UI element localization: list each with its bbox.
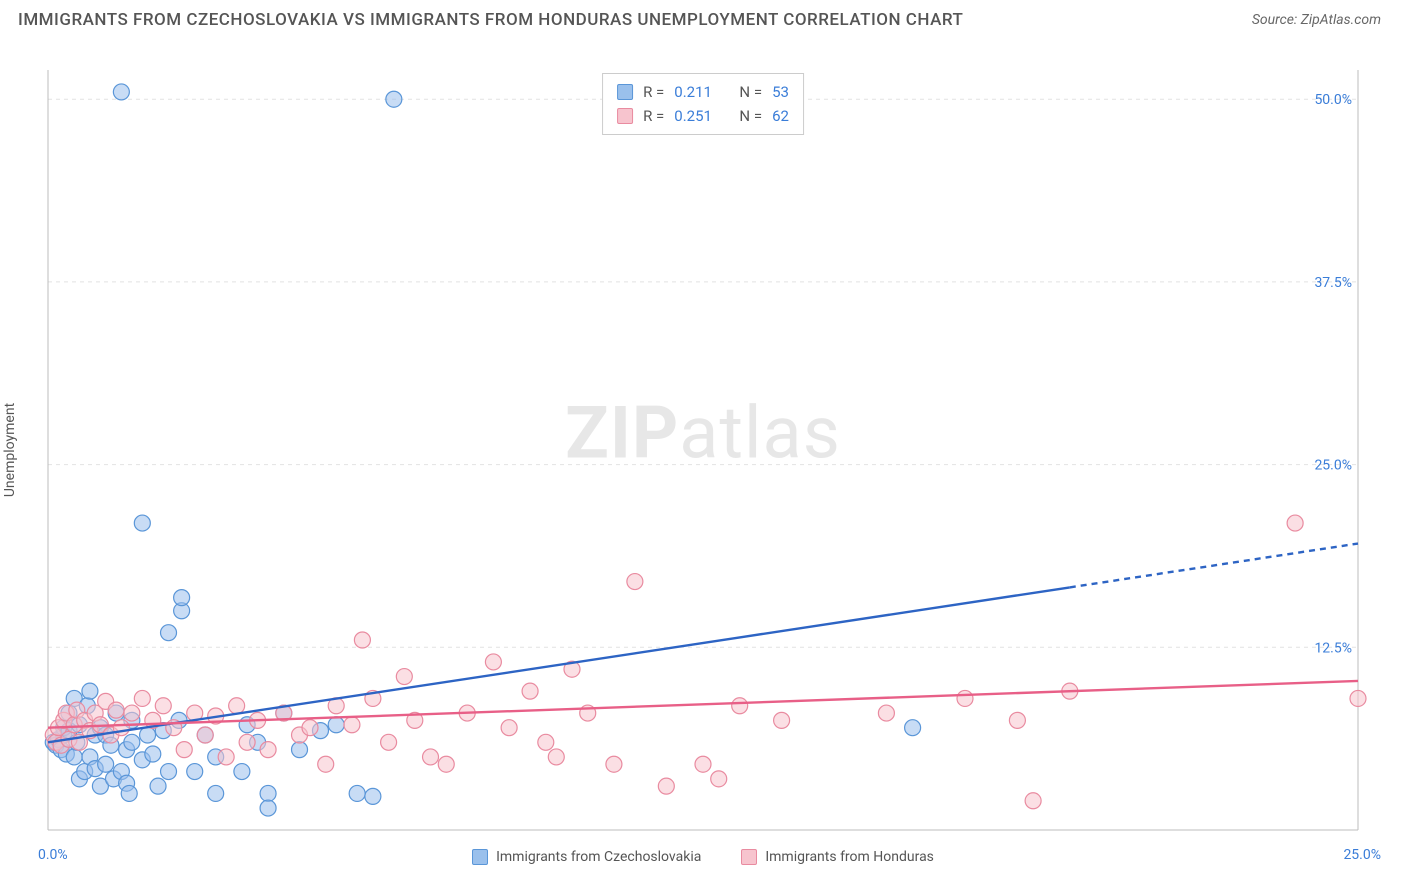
svg-text:25.0%: 25.0% — [1314, 458, 1352, 474]
stat-n-value-series2: 62 — [772, 104, 789, 128]
legend-swatch-series1 — [472, 849, 488, 865]
source-name: ZipAtlas.com — [1301, 12, 1381, 28]
stat-r-value-series1: 0.211 — [674, 80, 712, 104]
bottom-legend: Immigrants from Czechoslovakia Immigrant… — [0, 849, 1406, 865]
stat-row-series2: R = 0.251 N = 62 — [617, 104, 789, 128]
legend-swatch-series2 — [741, 849, 757, 865]
correlation-stats-box: R = 0.211 N = 53 R = 0.251 N = 62 — [602, 73, 804, 135]
chart-area: Unemployment ZIPatlas 12.5%25.0%37.5%50.… — [0, 35, 1406, 865]
stat-n-label: N = — [739, 80, 762, 104]
stat-n-label: N = — [739, 104, 762, 128]
chart-source: Source: ZipAtlas.com — [1252, 12, 1381, 28]
stat-swatch-series1 — [617, 84, 633, 100]
source-prefix: Source: — [1252, 12, 1301, 28]
svg-text:37.5%: 37.5% — [1314, 275, 1352, 291]
stat-row-series1: R = 0.211 N = 53 — [617, 80, 789, 104]
chart-header: IMMIGRANTS FROM CZECHOSLOVAKIA VS IMMIGR… — [0, 0, 1406, 35]
stat-r-value-series2: 0.251 — [674, 104, 712, 128]
stat-n-value-series1: 53 — [772, 80, 789, 104]
legend-label-series2: Immigrants from Honduras — [765, 849, 934, 865]
y-axis-label: Unemployment — [2, 403, 18, 497]
svg-text:50.0%: 50.0% — [1314, 92, 1352, 108]
legend-label-series1: Immigrants from Czechoslovakia — [496, 849, 701, 865]
svg-text:12.5%: 12.5% — [1314, 640, 1352, 656]
scatter-chart: 12.5% 25.0% 37.5% 50.0% — [0, 35, 1406, 845]
legend-item-series1: Immigrants from Czechoslovakia — [472, 849, 701, 865]
chart-title: IMMIGRANTS FROM CZECHOSLOVAKIA VS IMMIGR… — [18, 10, 963, 30]
legend-item-series2: Immigrants from Honduras — [741, 849, 934, 865]
stat-swatch-series2 — [617, 108, 633, 124]
stat-r-label: R = — [643, 80, 664, 104]
stat-r-label: R = — [643, 104, 664, 128]
